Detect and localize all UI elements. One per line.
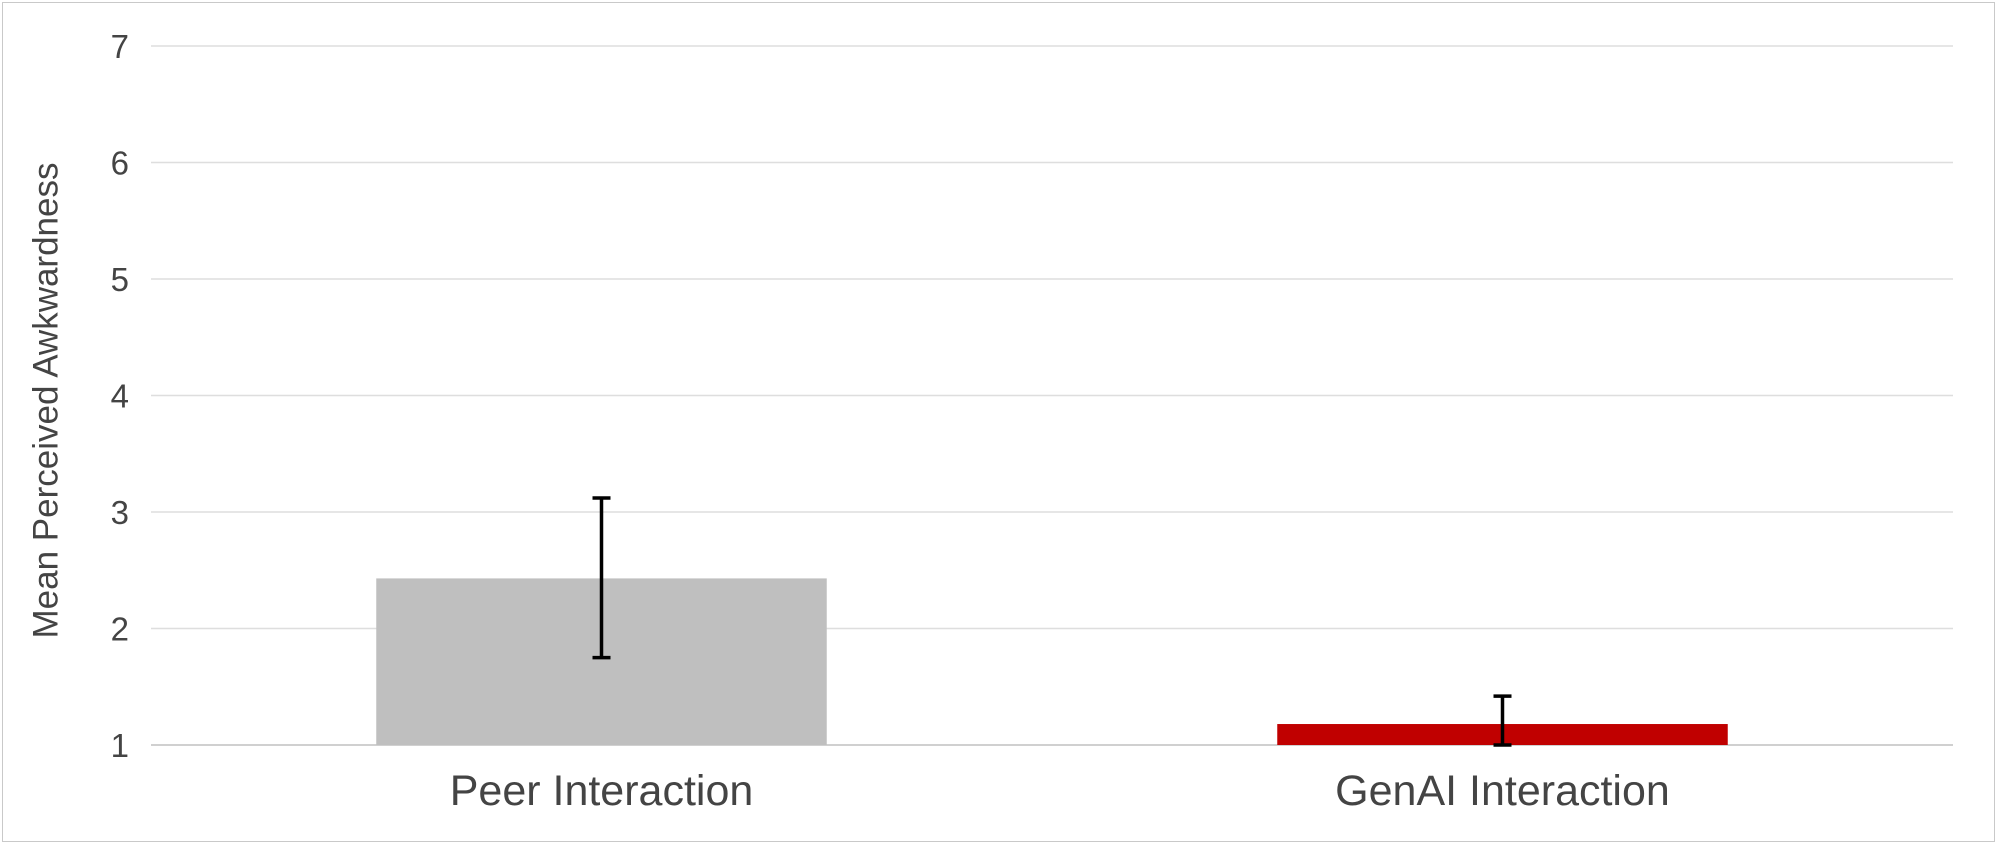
y-tick-label: 6 (111, 145, 129, 182)
y-tick-label: 4 (111, 378, 129, 415)
error-bar (1493, 694, 1512, 747)
y-tick-label: 5 (111, 261, 129, 298)
category-label: GenAI Interaction (1335, 767, 1670, 815)
y-tick-labels: 1 2 3 4 5 6 7 (111, 28, 129, 764)
y-axis-title: Mean Perceived Awkwardness (26, 163, 65, 639)
y-tick-label: 1 (111, 727, 129, 764)
error-bar (592, 496, 611, 660)
y-tick-label: 2 (111, 611, 129, 648)
category-labels: Peer Interaction GenAI Interaction (450, 767, 1670, 815)
y-tick-label: 3 (111, 494, 129, 531)
bar-chart: 1 2 3 4 5 6 7 Peer Interaction GenAI Interactio… (26, 28, 1953, 815)
error-bars (592, 496, 1512, 747)
y-tick-label: 7 (111, 28, 129, 65)
bars (376, 578, 1728, 745)
category-label: Peer Interaction (450, 767, 754, 815)
